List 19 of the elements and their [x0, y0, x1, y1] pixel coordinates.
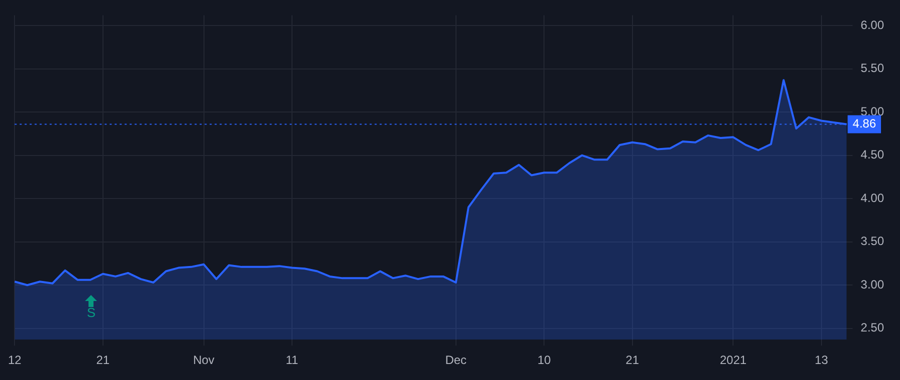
y-tick-label: 5.50 — [860, 61, 884, 76]
x-tick-label: 2021 — [720, 353, 747, 368]
x-tick-label: Dec — [445, 353, 467, 368]
x-tick-label: Nov — [193, 353, 214, 368]
y-tick-label: 6.00 — [860, 18, 884, 32]
annotation: S — [86, 305, 96, 320]
y-tick-label: 2.50 — [860, 320, 884, 335]
y-tick-label: 4.50 — [860, 148, 884, 162]
x-tick-label: 13 — [814, 353, 828, 368]
x-tick-label: 12 — [8, 353, 22, 368]
ref-line-label: 4.86 — [852, 116, 876, 131]
y-tick-label: 3.50 — [860, 234, 884, 248]
x-tick-label: 10 — [537, 353, 552, 368]
y-tick-label: 4.00 — [860, 190, 884, 205]
x-tick-label: 21 — [626, 353, 640, 368]
x-tick-label: 21 — [96, 353, 110, 368]
y-tick-label: 5.00 — [860, 104, 884, 118]
x-tick-label: 11 — [286, 353, 299, 368]
y-tick-label: 3.00 — [860, 277, 884, 292]
